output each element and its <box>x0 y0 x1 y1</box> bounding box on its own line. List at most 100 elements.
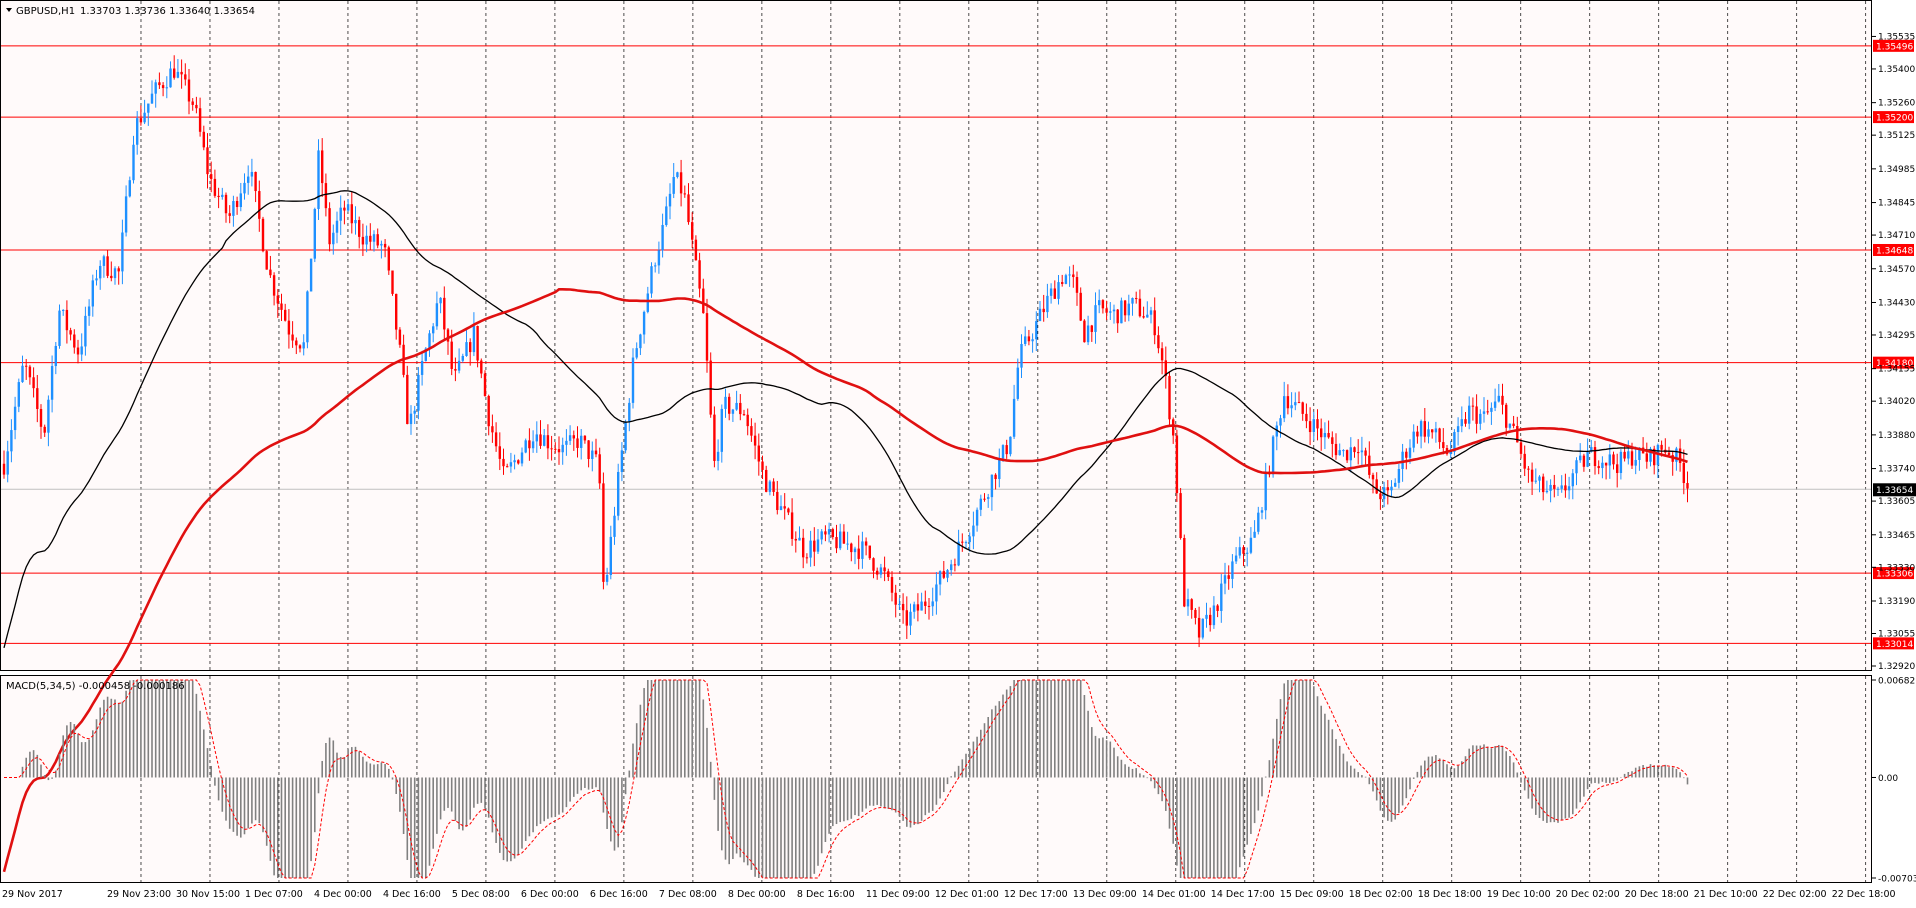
candle <box>139 105 143 126</box>
candle <box>1183 534 1186 608</box>
candle <box>728 393 731 421</box>
candle <box>676 171 679 179</box>
time-tick-label: 12 Dec 01:00 <box>935 889 999 900</box>
candle <box>1098 289 1101 314</box>
candle <box>1612 451 1615 470</box>
candle <box>469 338 472 366</box>
price-tick-label: 1.33465 <box>1878 531 1915 541</box>
time-tick-label: 8 Dec 00:00 <box>728 889 786 900</box>
candle <box>224 192 228 223</box>
candle <box>1523 445 1526 477</box>
candle <box>376 228 379 249</box>
candle <box>594 438 598 458</box>
candle <box>235 196 239 215</box>
price-tick-label: 1.32920 <box>1878 662 1915 672</box>
horizontal-levels[interactable]: 1.35496 1.35200 1.34648 1.34180 1.33306 1.330… <box>1 39 1914 650</box>
candle <box>557 436 561 465</box>
candle <box>1419 419 1423 449</box>
candle <box>265 249 268 270</box>
candle <box>872 557 875 579</box>
candle <box>387 245 390 275</box>
candle <box>1160 342 1164 375</box>
candle <box>461 353 464 363</box>
candle <box>783 493 786 520</box>
candle <box>1357 439 1360 465</box>
candle <box>1345 449 1349 463</box>
candle <box>420 350 424 386</box>
candle <box>968 532 971 552</box>
candle <box>391 270 394 296</box>
candle <box>1497 383 1500 403</box>
candle <box>1216 604 1219 618</box>
candle <box>261 216 265 253</box>
time-tick-label: 4 Dec 00:00 <box>314 889 372 900</box>
candle <box>927 597 931 620</box>
candle <box>724 388 727 418</box>
candle <box>757 433 760 476</box>
candle <box>1501 383 1504 415</box>
candle <box>480 358 483 379</box>
candle <box>487 394 490 436</box>
candle <box>528 428 531 461</box>
candle <box>432 323 435 343</box>
candle <box>161 82 165 97</box>
candle <box>1101 299 1105 314</box>
candle <box>1105 300 1108 321</box>
macd-tick-label: 0.006821 <box>1878 677 1916 687</box>
chevron-down-icon[interactable] <box>6 8 12 12</box>
candle <box>324 173 328 217</box>
candle <box>1582 453 1586 472</box>
candle <box>1475 394 1478 434</box>
candle <box>1142 306 1145 319</box>
candle <box>1519 438 1523 459</box>
candle <box>1460 406 1463 433</box>
candle <box>398 327 402 348</box>
candle <box>1220 574 1223 623</box>
candle <box>1234 547 1238 564</box>
candle <box>794 531 797 553</box>
candle <box>1016 358 1019 401</box>
candle <box>1434 421 1438 443</box>
candle <box>1553 474 1556 498</box>
candle <box>864 537 868 556</box>
candle <box>913 601 916 619</box>
candle <box>84 306 87 356</box>
candle <box>839 523 842 551</box>
candle <box>1656 443 1660 479</box>
candle <box>1678 439 1682 472</box>
candle <box>1375 472 1378 494</box>
candle <box>39 404 43 439</box>
candle <box>768 479 772 496</box>
candle <box>705 298 709 373</box>
candle <box>295 337 298 355</box>
candle <box>1061 274 1064 287</box>
candle <box>1579 443 1582 463</box>
candle <box>313 207 316 263</box>
candle <box>735 390 738 411</box>
candle <box>739 394 742 421</box>
candle <box>979 494 982 517</box>
candle <box>1194 607 1197 625</box>
candle <box>1616 453 1619 488</box>
price-pane[interactable] <box>0 0 1872 671</box>
candle <box>102 254 106 278</box>
candle <box>1397 463 1401 489</box>
candle <box>465 328 468 357</box>
chart-header: GBPUSD,H1 1.33703 1.33736 1.33640 1.3365… <box>6 6 255 17</box>
candle <box>639 333 642 356</box>
candle <box>202 125 205 151</box>
candle <box>942 561 945 580</box>
price-tick-label: 1.33190 <box>1878 597 1915 607</box>
candle <box>1634 446 1637 475</box>
candle <box>1149 306 1153 324</box>
candle <box>247 165 250 195</box>
candle <box>742 409 746 416</box>
candle <box>535 421 538 453</box>
candle <box>350 191 353 234</box>
candle <box>580 429 583 460</box>
candle <box>672 163 675 199</box>
candle <box>1486 399 1489 415</box>
candle <box>306 290 309 349</box>
candle <box>1286 384 1290 415</box>
